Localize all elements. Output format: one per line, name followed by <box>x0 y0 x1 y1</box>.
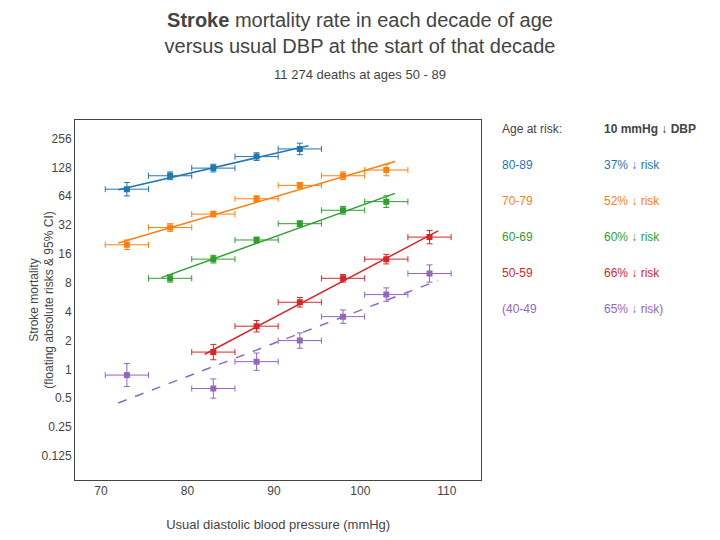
svg-text:10 mmHg ↓ DBP: 10 mmHg ↓ DBP <box>604 122 696 136</box>
svg-text:100: 100 <box>350 484 370 498</box>
svg-text:8: 8 <box>65 276 72 290</box>
svg-text:2: 2 <box>65 334 72 348</box>
svg-text:52% ↓ risk: 52% ↓ risk <box>604 194 660 208</box>
svg-text:70-79: 70-79 <box>502 194 533 208</box>
svg-text:50-59: 50-59 <box>502 266 533 280</box>
svg-text:Age at risk:: Age at risk: <box>502 122 562 136</box>
svg-text:110: 110 <box>437 484 456 498</box>
svg-text:70: 70 <box>94 484 108 498</box>
svg-text:Stroke mortality rate in each: Stroke mortality rate in each decade of … <box>165 9 556 82</box>
svg-text:65% ↓ risk): 65% ↓ risk) <box>604 302 663 316</box>
svg-text:64: 64 <box>58 189 72 203</box>
svg-text:Usual diastolic blood pressure: Usual diastolic blood pressure (mmHg) <box>166 517 390 532</box>
svg-text:60% ↓ risk: 60% ↓ risk <box>604 230 660 244</box>
svg-text:90: 90 <box>267 484 281 498</box>
svg-text:256: 256 <box>52 132 72 146</box>
svg-text:0.125: 0.125 <box>42 449 72 463</box>
svg-text:0.25: 0.25 <box>48 420 72 434</box>
svg-text:1: 1 <box>65 363 72 377</box>
svg-text:80: 80 <box>181 484 195 498</box>
svg-text:4: 4 <box>65 305 72 319</box>
svg-text:16: 16 <box>58 247 72 261</box>
svg-text:37% ↓ risk: 37% ↓ risk <box>604 158 660 172</box>
svg-text:Stroke mortality(floating abso: Stroke mortality(floating absolute risks… <box>27 211 57 388</box>
svg-text:80-89: 80-89 <box>502 158 533 172</box>
svg-text:128: 128 <box>52 161 72 175</box>
svg-text:(40-49: (40-49 <box>502 302 537 316</box>
svg-text:60-69: 60-69 <box>502 230 533 244</box>
svg-text:0.5: 0.5 <box>55 391 72 405</box>
svg-text:32: 32 <box>58 218 72 232</box>
svg-text:66% ↓ risk: 66% ↓ risk <box>604 266 660 280</box>
